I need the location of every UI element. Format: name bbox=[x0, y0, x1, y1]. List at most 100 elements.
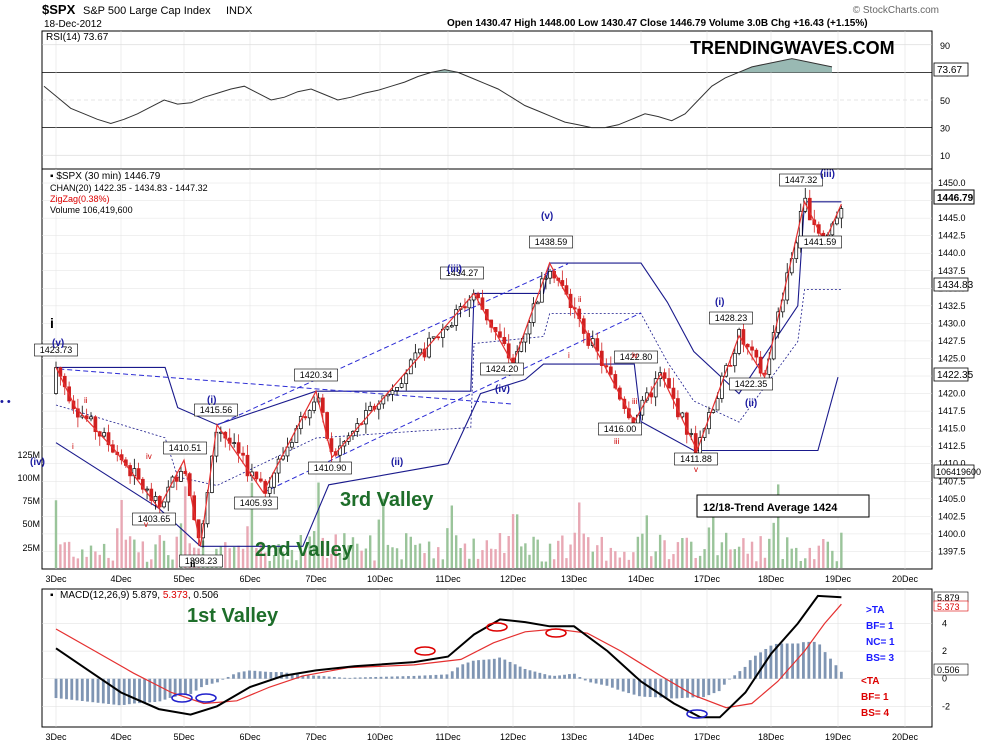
macd-histogram-bar bbox=[568, 674, 571, 679]
macd-histogram-bar bbox=[764, 648, 768, 679]
zigzag-label: 1403.65 bbox=[138, 514, 171, 524]
candle-body bbox=[548, 270, 552, 279]
volume-bar bbox=[67, 541, 71, 568]
zigzag-label: 1416.00 bbox=[604, 424, 637, 434]
price-tick-label: 1430.0 bbox=[938, 318, 966, 328]
candle-body bbox=[303, 416, 308, 419]
volume-bar bbox=[437, 547, 440, 568]
volume-bar bbox=[737, 546, 741, 568]
macd-histogram-bar bbox=[210, 678, 214, 684]
volume-bar bbox=[804, 558, 807, 568]
volume-bar bbox=[772, 522, 775, 568]
volume-bar bbox=[364, 548, 368, 568]
macd-histogram-bar bbox=[59, 678, 63, 699]
volume-bar bbox=[334, 534, 337, 568]
volume-bar bbox=[317, 482, 320, 568]
macd-histogram-bar bbox=[101, 678, 105, 704]
volume-bar bbox=[786, 537, 789, 568]
zigzag-label-box bbox=[194, 403, 238, 417]
candle-body bbox=[671, 387, 676, 399]
ta-up-title: >TA bbox=[866, 605, 884, 616]
candle-body bbox=[54, 367, 58, 394]
price-tick-label: 1410.0 bbox=[938, 459, 966, 469]
macd-histogram-bar bbox=[216, 678, 219, 683]
candle-body bbox=[544, 277, 548, 280]
candle-body bbox=[149, 488, 154, 501]
macd-x-label: 17Dec bbox=[694, 732, 721, 742]
candle-body bbox=[684, 412, 689, 435]
wave-iii-1: (iii) bbox=[447, 264, 462, 275]
price-tick-label: 1427.5 bbox=[938, 336, 966, 346]
macd-line bbox=[55, 594, 842, 719]
macd-histogram-bar bbox=[327, 676, 331, 679]
zigzag-label: 1415.56 bbox=[200, 405, 233, 415]
volume-tick-label: 125M bbox=[17, 450, 40, 460]
volume-bar bbox=[259, 541, 263, 568]
macd-histogram-bar bbox=[440, 674, 443, 679]
price-tick-label: 1432.5 bbox=[938, 301, 966, 311]
volume-bar bbox=[600, 536, 603, 568]
candle-body bbox=[267, 486, 272, 494]
volume-bar bbox=[463, 543, 467, 568]
rsi-tick-label: 50 bbox=[940, 96, 950, 106]
volume-bar bbox=[582, 533, 585, 568]
price-tick-label: 1412.5 bbox=[938, 441, 966, 451]
chart-date: 18-Dec-2012 bbox=[44, 19, 102, 30]
zigzag-label: 1410.51 bbox=[169, 443, 202, 453]
volume-bar bbox=[485, 540, 489, 568]
macd-value-tag: 5.879 bbox=[937, 593, 960, 603]
macd-histogram-bar bbox=[638, 678, 641, 697]
volume-bar bbox=[308, 536, 311, 568]
macd-histogram-bar bbox=[148, 678, 152, 703]
macd-histogram-bar bbox=[528, 670, 532, 679]
macd-histogram-bar bbox=[780, 643, 784, 679]
volume-bar bbox=[201, 540, 205, 568]
candle-body bbox=[449, 325, 454, 328]
volume-bar bbox=[650, 556, 653, 568]
macd-histogram-bar bbox=[189, 678, 193, 695]
macd-x-label: 5Dec bbox=[173, 732, 195, 742]
macd-x-label: 3Dec bbox=[45, 732, 67, 742]
wave-iv-2: (iv) bbox=[30, 457, 45, 468]
volume-bar bbox=[184, 486, 187, 568]
signal-value-tag: 5.373 bbox=[937, 602, 960, 612]
left-dots: • • bbox=[0, 396, 11, 408]
macd-histogram-bar bbox=[558, 675, 561, 679]
price-x-label: 6Dec bbox=[239, 574, 261, 584]
volume-bar bbox=[250, 482, 254, 568]
macd-histogram-bar bbox=[412, 675, 416, 679]
macd-histogram-bar bbox=[471, 660, 475, 679]
volume-bar bbox=[636, 536, 640, 568]
volume-bar bbox=[645, 515, 649, 568]
candle-body bbox=[737, 329, 741, 354]
macd-histogram-bar bbox=[194, 678, 198, 691]
trendline bbox=[59, 368, 514, 405]
candle-body bbox=[320, 397, 325, 413]
candle-body bbox=[93, 416, 98, 433]
macd-histogram-bar bbox=[348, 677, 352, 679]
wave-mark: ii bbox=[578, 295, 582, 304]
channel-upper-tag: 1434.83 bbox=[937, 280, 974, 291]
macd-histogram-bar bbox=[253, 670, 257, 679]
volume-bar bbox=[150, 559, 153, 568]
volume-bar bbox=[72, 556, 75, 568]
zigzag-label: 1411.88 bbox=[680, 454, 712, 464]
volume-bar bbox=[676, 542, 680, 568]
volume-bar bbox=[432, 558, 435, 568]
channel-lower-tag: 1422.35 bbox=[937, 370, 974, 381]
volume-bar bbox=[395, 548, 399, 568]
volume-bar bbox=[228, 548, 231, 568]
macd-histogram-bar bbox=[407, 676, 410, 679]
candle-body bbox=[689, 433, 694, 435]
macd-histogram-bar bbox=[748, 660, 752, 679]
candle-body bbox=[106, 432, 111, 446]
candle-body bbox=[613, 374, 618, 389]
macd-histogram-bar bbox=[583, 678, 587, 681]
volume-bar bbox=[720, 542, 724, 568]
volume-bar bbox=[158, 535, 161, 568]
macd-histogram-bar bbox=[429, 675, 432, 679]
volume-bar bbox=[450, 505, 454, 568]
macd-histogram-bar bbox=[353, 677, 357, 679]
macd-histogram-bar bbox=[133, 678, 136, 704]
macd-histogram-bar bbox=[143, 678, 147, 703]
